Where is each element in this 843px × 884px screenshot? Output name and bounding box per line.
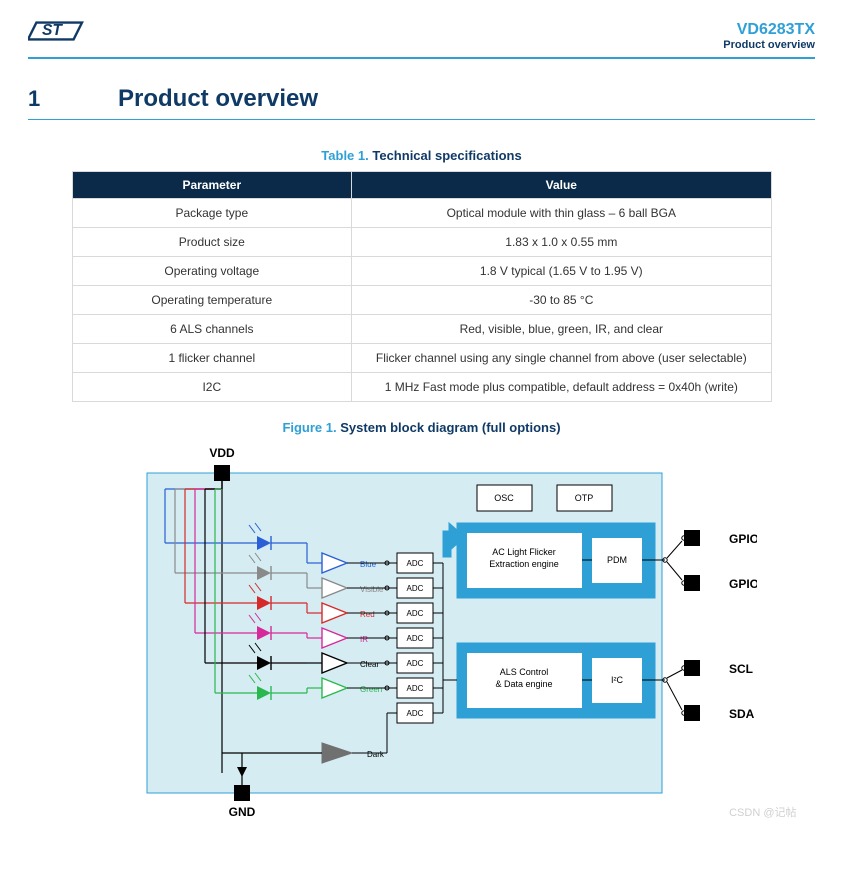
table-row: Package typeOptical module with thin gla… xyxy=(72,199,771,228)
cell-value: Red, visible, blue, green, IR, and clear xyxy=(352,315,771,344)
svg-text:I²C: I²C xyxy=(611,675,623,685)
table-caption: Table 1. Technical specifications xyxy=(28,148,815,163)
table-row: 1 flicker channelFlicker channel using a… xyxy=(72,344,771,373)
svg-text:Extraction engine: Extraction engine xyxy=(489,559,559,569)
product-code: VD6283TX xyxy=(723,21,815,39)
svg-text:AC Light Flicker: AC Light Flicker xyxy=(492,547,556,557)
cell-parameter: Operating temperature xyxy=(72,286,352,315)
svg-text:Green: Green xyxy=(360,685,382,694)
table-row: Product size1.83 x 1.0 x 0.55 mm xyxy=(72,228,771,257)
svg-text:ALS Control: ALS Control xyxy=(499,667,548,677)
cell-parameter: Product size xyxy=(72,228,352,257)
st-logo: ST xyxy=(28,14,88,51)
svg-text:Clear: Clear xyxy=(360,660,379,669)
svg-text:Visible: Visible xyxy=(360,585,384,594)
svg-text:ADC: ADC xyxy=(406,584,423,593)
svg-text:ADC: ADC xyxy=(406,559,423,568)
svg-text:ST: ST xyxy=(42,22,63,39)
cell-value: Optical module with thin glass – 6 ball … xyxy=(352,199,771,228)
svg-text:GND: GND xyxy=(228,805,255,819)
col-parameter: Parameter xyxy=(72,172,352,199)
cell-value: Flicker channel using any single channel… xyxy=(352,344,771,373)
svg-text:Blue: Blue xyxy=(360,560,377,569)
svg-text:& Data engine: & Data engine xyxy=(495,679,552,689)
svg-text:GPIO1: GPIO1 xyxy=(729,532,757,546)
svg-text:Dark: Dark xyxy=(367,750,385,759)
svg-text:VDD: VDD xyxy=(209,446,235,460)
svg-text:OSC: OSC xyxy=(494,493,514,503)
table-row: Operating voltage1.8 V typical (1.65 V t… xyxy=(72,257,771,286)
svg-text:OTP: OTP xyxy=(574,493,593,503)
svg-text:ADC: ADC xyxy=(406,609,423,618)
section-number: 1 xyxy=(28,86,78,112)
table-row: I2C1 MHz Fast mode plus compatible, defa… xyxy=(72,373,771,402)
header-rule xyxy=(28,57,815,59)
cell-value: 1.8 V typical (1.65 V to 1.95 V) xyxy=(352,257,771,286)
table-caption-label: Table 1. xyxy=(321,148,368,163)
section-title: Product overview xyxy=(118,85,318,113)
svg-text:SDA: SDA xyxy=(729,707,755,721)
cell-value: 1 MHz Fast mode plus compatible, default… xyxy=(352,373,771,402)
header-subtitle: Product overview xyxy=(723,39,815,51)
svg-text:ADC: ADC xyxy=(406,709,423,718)
cell-value: -30 to 85 °C xyxy=(352,286,771,315)
svg-text:ADC: ADC xyxy=(406,684,423,693)
col-value: Value xyxy=(352,172,771,199)
svg-text:ADC: ADC xyxy=(406,634,423,643)
figure-caption: Figure 1. System block diagram (full opt… xyxy=(28,420,815,435)
cell-parameter: I2C xyxy=(72,373,352,402)
svg-text:SCL: SCL xyxy=(729,662,753,676)
section-rule xyxy=(28,119,815,120)
cell-parameter: Package type xyxy=(72,199,352,228)
page-header: ST VD6283TX Product overview xyxy=(28,14,815,55)
table-caption-text: Technical specifications xyxy=(372,148,521,163)
svg-text:IR: IR xyxy=(360,635,368,644)
table-row: Operating temperature-30 to 85 °C xyxy=(72,286,771,315)
table-row: 6 ALS channelsRed, visible, blue, green,… xyxy=(72,315,771,344)
block-diagram: VDD GND GPIO1 GPIO2 SCL SDA OSC OTP AC Light Fli… xyxy=(87,443,757,826)
svg-text:Red: Red xyxy=(360,610,375,619)
svg-text:ADC: ADC xyxy=(406,659,423,668)
cell-parameter: 1 flicker channel xyxy=(72,344,352,373)
figure-caption-label: Figure 1. xyxy=(282,420,336,435)
cell-parameter: Operating voltage xyxy=(72,257,352,286)
cell-parameter: 6 ALS channels xyxy=(72,315,352,344)
svg-text:PDM: PDM xyxy=(607,555,627,565)
watermark: CSDN @记帖 xyxy=(729,804,796,820)
spec-table: Parameter Value Package typeOptical modu… xyxy=(72,171,772,402)
cell-value: 1.83 x 1.0 x 0.55 mm xyxy=(352,228,771,257)
svg-text:GPIO2: GPIO2 xyxy=(729,577,757,591)
figure-caption-text: System block diagram (full options) xyxy=(340,420,560,435)
